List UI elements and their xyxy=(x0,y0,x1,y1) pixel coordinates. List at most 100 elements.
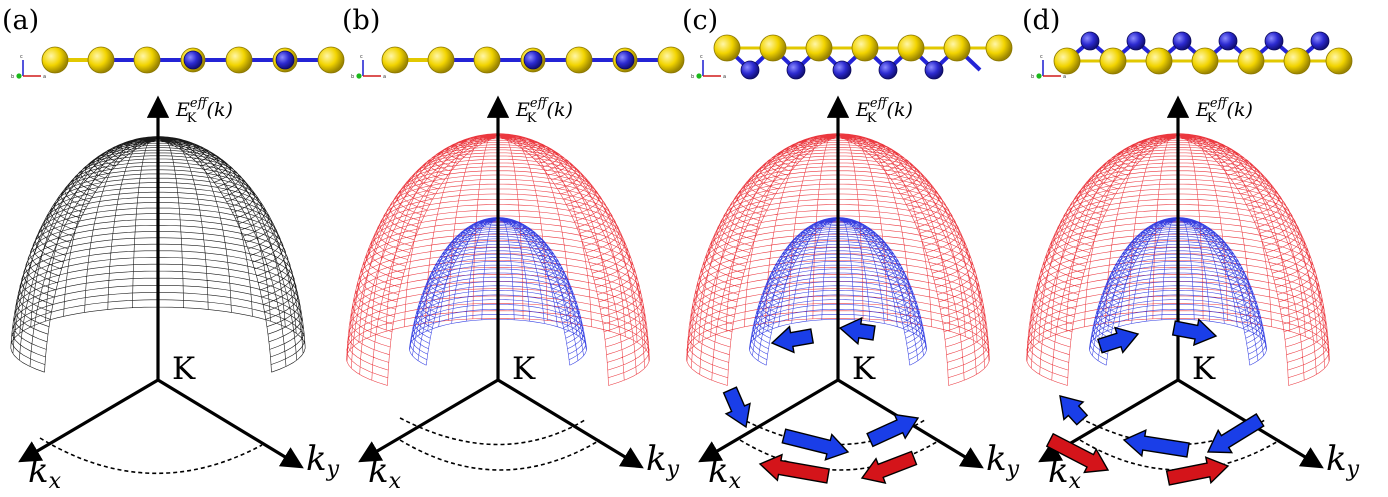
lattice-triad: c a b xyxy=(11,54,46,80)
triad-b-axis xyxy=(696,73,702,79)
k-point-label: K xyxy=(172,351,196,387)
spin-arrow-blue xyxy=(1122,429,1190,458)
ky-axis xyxy=(157,378,304,469)
spin-arrow-red xyxy=(1165,456,1230,486)
sulfur-atom xyxy=(1237,47,1265,75)
triad-a-label: a xyxy=(383,74,386,80)
panel-label: (d) xyxy=(1022,5,1060,36)
kx-label: kx xyxy=(368,451,402,494)
crystal-structure: c a b xyxy=(691,34,1013,80)
spin-arrow-blue xyxy=(866,413,920,448)
sulfur-atom xyxy=(851,34,879,62)
ky-label: ky xyxy=(306,439,340,482)
kx-axis xyxy=(18,378,159,463)
contour-dashed xyxy=(739,439,941,471)
kx-axis xyxy=(358,378,499,463)
sulfur-atom xyxy=(713,34,741,62)
sulfur-atom xyxy=(41,46,69,74)
sulfur-atom xyxy=(1053,47,1081,75)
triad-b-label: b xyxy=(11,74,14,80)
metal-atom xyxy=(1310,31,1330,51)
kx-axis xyxy=(698,378,839,463)
triad-c-label: c xyxy=(360,54,363,60)
sulfur-atom xyxy=(657,46,685,74)
triad-b-axis xyxy=(1036,73,1042,79)
sulfur-atom xyxy=(565,46,593,74)
ky-label: ky xyxy=(646,439,680,482)
sulfur-atom xyxy=(805,34,833,62)
fermi-contours xyxy=(399,417,601,471)
metal-atom xyxy=(183,50,203,70)
ky-label: ky xyxy=(986,439,1020,482)
sulfur-atom xyxy=(381,46,409,74)
sulfur-atom xyxy=(897,34,925,62)
triad-b-axis xyxy=(356,73,362,79)
lattice-triad: c a b xyxy=(691,54,726,80)
contour-dashed xyxy=(39,437,263,475)
sulfur-atom xyxy=(133,46,161,74)
spin-arrow-blue xyxy=(722,386,751,429)
sulfur-atom xyxy=(943,34,971,62)
sulfur-atom xyxy=(1099,47,1127,75)
k-space-axes xyxy=(18,95,304,469)
panel-label: (b) xyxy=(342,5,380,36)
energy-axis-label: Eeff K (k) xyxy=(855,96,913,126)
triad-b-label: b xyxy=(691,74,694,80)
crystal-structure: c a b xyxy=(1031,31,1353,80)
k-point-label: K xyxy=(512,351,536,387)
sulfur-atom xyxy=(1325,47,1353,75)
lattice-triad: c a b xyxy=(351,54,386,80)
sulfur-atom xyxy=(1191,47,1219,75)
triad-a-label: a xyxy=(1063,74,1066,80)
k-point-label: K xyxy=(852,351,876,387)
spin-arrow-blue xyxy=(770,325,815,354)
k-point-label: K xyxy=(1192,351,1216,387)
contour-dashed xyxy=(399,417,586,446)
panel-c: (c) c a b Kkx ky Eeff K (k) xyxy=(682,5,1020,494)
metal-atom xyxy=(1264,31,1284,51)
sulfur-atom xyxy=(87,46,115,74)
metal-atom xyxy=(1080,31,1100,51)
spin-arrow-blue xyxy=(1059,395,1089,426)
spin-arrow-blue xyxy=(1097,326,1140,354)
metal-atom xyxy=(1126,31,1146,51)
k-space-axes xyxy=(358,95,644,469)
kx-label: kx xyxy=(1048,451,1082,494)
ky-label: ky xyxy=(1326,439,1360,482)
sulfur-atom xyxy=(985,34,1013,62)
triad-b-axis xyxy=(16,73,22,79)
panel-label: (a) xyxy=(2,5,39,36)
sulfur-atom xyxy=(427,46,455,74)
triad-b-label: b xyxy=(351,74,354,80)
metal-atom xyxy=(740,60,760,80)
energy-axis-label: Eeff K (k) xyxy=(1195,96,1253,126)
sulfur-atom xyxy=(473,46,501,74)
ky-axis xyxy=(497,378,644,469)
metal-atom xyxy=(615,50,635,70)
spin-arrow-red xyxy=(758,453,831,484)
kx-label: kx xyxy=(708,451,742,494)
metal-atom xyxy=(924,60,944,80)
spin-texture-arrows xyxy=(1045,318,1265,486)
contour-dashed xyxy=(399,439,601,471)
metal-atom xyxy=(832,60,852,80)
panel-label: (c) xyxy=(682,5,718,36)
triad-b-label: b xyxy=(1031,74,1034,80)
sulfur-atom xyxy=(1145,47,1173,75)
triad-a-label: a xyxy=(723,74,726,80)
kx-label: kx xyxy=(28,451,62,494)
panel-b: (b) c a b Kkx ky Eeff K (k) xyxy=(342,5,685,494)
metal-atom xyxy=(1172,31,1192,51)
crystal-structure: c a b xyxy=(351,46,685,80)
metal-atom xyxy=(878,60,898,80)
fermi-contours xyxy=(39,437,263,475)
lattice-triad: c a b xyxy=(1031,54,1066,80)
metal-atom xyxy=(1218,31,1238,51)
triad-c-label: c xyxy=(20,54,23,60)
spin-arrow-blue xyxy=(1171,318,1218,347)
energy-axis-label: Eeff K (k) xyxy=(515,96,573,126)
metal-atom xyxy=(786,60,806,80)
spin-texture-arrows xyxy=(722,316,920,484)
panel-d: (d) c a b Kkx ky Eeff K (k) xyxy=(1022,5,1360,494)
